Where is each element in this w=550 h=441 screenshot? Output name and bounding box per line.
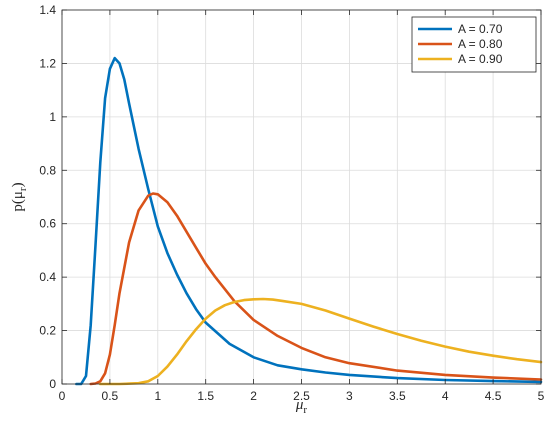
series-line-1 [75, 56, 543, 386]
y-tick-label: 1 [49, 110, 56, 124]
legend-label-1: A = 0.70 [458, 22, 503, 36]
x-tick-label: 2 [250, 389, 257, 403]
x-tick-label: 2.5 [293, 389, 310, 403]
x-axis-label-sub: r [303, 404, 307, 416]
x-axis-label-main: μ [295, 397, 304, 413]
series-lines [75, 56, 543, 386]
legend: A = 0.70A = 0.80A = 0.90 [411, 16, 537, 73]
x-tick-label: 5 [538, 389, 545, 403]
y-axis-label-close: ) [10, 182, 26, 187]
y-tick-label: 1.4 [39, 3, 56, 17]
x-tick-label: 3.5 [389, 389, 406, 403]
y-tick-label: 1.2 [39, 56, 56, 70]
x-tick-label: 3 [346, 389, 353, 403]
y-tick-label: 0.4 [39, 270, 56, 284]
legend-label-3: A = 0.90 [458, 52, 503, 66]
legend-label-2: A = 0.80 [458, 37, 503, 51]
x-axis-label: μr [295, 397, 308, 416]
x-tick-label: 4 [442, 389, 449, 403]
x-tick-label: 0 [59, 389, 66, 403]
y-axis-label-sub: r [17, 187, 29, 191]
y-tick-label: 0.6 [39, 217, 56, 231]
y-tick-label: 0.8 [39, 163, 56, 177]
y-axis-label-main: p(μ [10, 191, 26, 212]
y-axis-label: p(μr) [10, 182, 29, 211]
y-tick-label: 0 [49, 377, 56, 391]
y-tick-label: 0.2 [39, 324, 56, 338]
x-tick-label: 4.5 [485, 389, 502, 403]
x-tick-label: 1 [154, 389, 161, 403]
x-tick-label: 1.5 [197, 389, 214, 403]
series-line-2 [89, 192, 543, 386]
x-tick-label: 0.5 [102, 389, 119, 403]
axis-ticks: 0 0.5 1 1.5 2 2.5 3 3.5 4 4.5 5 0 0.2 0.4 0.6 0.8 1 1.2 1.… [39, 3, 544, 403]
series-line-3 [99, 297, 543, 386]
